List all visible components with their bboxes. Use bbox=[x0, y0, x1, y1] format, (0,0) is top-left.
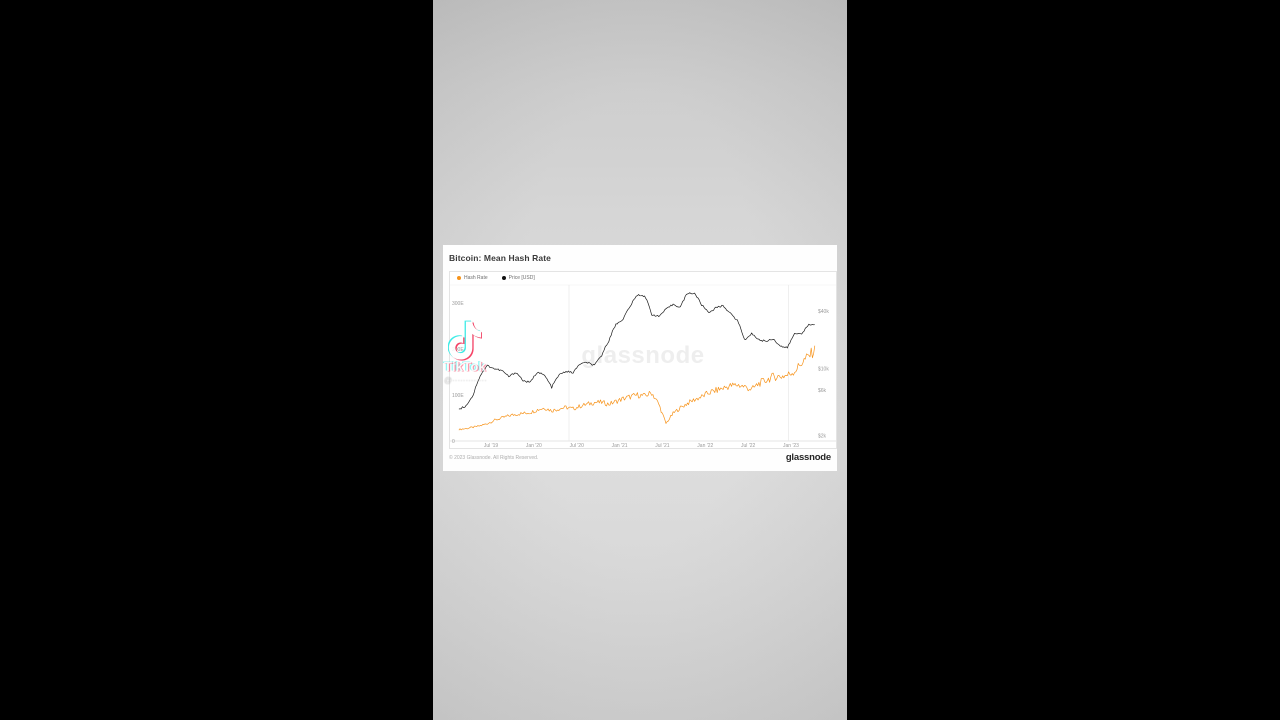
card-footer: © 2023 Glassnode. All Rights Reserved. g… bbox=[449, 452, 831, 463]
svg-text:Jan '22: Jan '22 bbox=[697, 443, 713, 448]
svg-text:200E: 200E bbox=[452, 347, 464, 353]
tiktok-watermark: TikTok @············· bbox=[444, 320, 554, 385]
chart-card: Bitcoin: Mean Hash Rate Hash Rate Price … bbox=[443, 245, 837, 471]
legend-item-hash-rate: Hash Rate bbox=[457, 275, 488, 281]
svg-text:Jul '21: Jul '21 bbox=[655, 443, 670, 448]
legend-label-hash-rate: Hash Rate bbox=[464, 275, 488, 281]
tiktok-wordmark: TikTok bbox=[444, 359, 486, 374]
copyright-text: © 2023 Glassnode. All Rights Reserved. bbox=[449, 454, 539, 461]
tiktok-username: @············· bbox=[444, 376, 487, 385]
hash-rate-dot-icon bbox=[457, 276, 461, 280]
svg-text:Jul '22: Jul '22 bbox=[741, 443, 756, 448]
legend-item-price: Price [USD] bbox=[501, 275, 535, 281]
chart-box: Hash Rate Price [USD] glassnode 300E 200E… bbox=[449, 271, 837, 449]
glassnode-logo: glassnode bbox=[785, 452, 831, 463]
svg-text:$2k: $2k bbox=[818, 434, 827, 440]
price-dot-icon bbox=[501, 276, 506, 280]
svg-text:Jan '23: Jan '23 bbox=[783, 443, 799, 448]
chart-title: Bitcoin: Mean Hash Rate bbox=[449, 253, 551, 263]
svg-text:Jul '19: Jul '19 bbox=[484, 443, 499, 448]
tiktok-logo-icon bbox=[448, 320, 482, 361]
svg-text:100E: 100E bbox=[452, 393, 464, 399]
legend-label-price: Price [USD] bbox=[508, 275, 535, 281]
svg-text:300E: 300E bbox=[452, 301, 464, 307]
svg-text:0: 0 bbox=[452, 439, 455, 445]
svg-text:Jul '20: Jul '20 bbox=[570, 443, 585, 448]
chart-legend: Hash Rate Price [USD] bbox=[457, 275, 535, 281]
video-content-area: Bitcoin: Mean Hash Rate Hash Rate Price … bbox=[433, 0, 847, 720]
svg-text:$10k: $10k bbox=[818, 367, 829, 373]
chart-plot: 300E 200E 100E 0 $40k $10k $6k $2k Jul '19 Jan '2… bbox=[450, 284, 836, 448]
svg-text:Jan '21: Jan '21 bbox=[612, 443, 628, 448]
svg-text:Jan '20: Jan '20 bbox=[526, 443, 542, 448]
svg-text:$6k: $6k bbox=[818, 388, 827, 394]
svg-text:$40k: $40k bbox=[818, 309, 829, 315]
